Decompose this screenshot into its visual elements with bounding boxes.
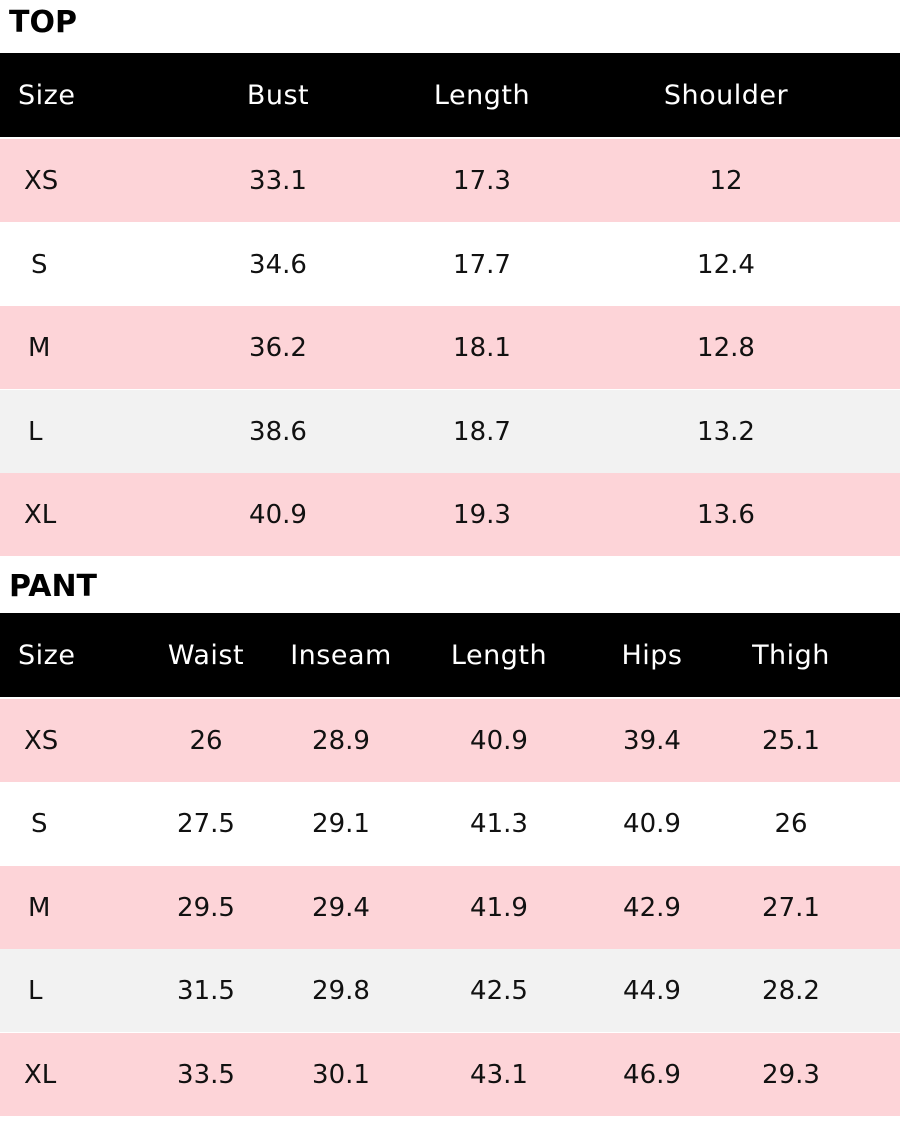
pant-header-length: Length bbox=[450, 639, 548, 671]
pant-cell-inseam: 29.8 bbox=[312, 975, 370, 1006]
pant-header-inseam: Inseam bbox=[290, 639, 392, 671]
size-label: XS bbox=[24, 165, 59, 196]
pant-cell-length: 43.1 bbox=[470, 1059, 528, 1090]
top-section-title: TOP bbox=[9, 5, 77, 40]
pant-cell-thigh: 25.1 bbox=[762, 725, 820, 756]
top-cell-shoulder: 12.4 bbox=[697, 249, 755, 280]
pant-cell-length: 41.9 bbox=[470, 892, 528, 923]
pant-cell-inseam: 29.4 bbox=[312, 892, 370, 923]
size-label: M bbox=[28, 332, 51, 363]
size-label: XS bbox=[24, 725, 59, 756]
table-row: S 27.5 29.1 41.3 40.9 26 bbox=[0, 782, 900, 865]
pant-cell-waist: 27.5 bbox=[177, 808, 235, 839]
table-row: XS 26 28.9 40.9 39.4 25.1 bbox=[0, 699, 900, 782]
top-cell-length: 17.7 bbox=[453, 249, 511, 280]
top-cell-length: 18.1 bbox=[453, 332, 511, 363]
pant-cell-thigh: 28.2 bbox=[762, 975, 820, 1006]
top-cell-shoulder: 13.6 bbox=[697, 499, 755, 530]
size-label: M bbox=[28, 892, 51, 923]
top-cell-shoulder: 13.2 bbox=[697, 416, 755, 447]
table-row: XL 33.5 30.1 43.1 46.9 29.3 bbox=[0, 1033, 900, 1116]
pant-cell-length: 42.5 bbox=[470, 975, 528, 1006]
pant-cell-inseam: 28.9 bbox=[312, 725, 370, 756]
top-cell-bust: 34.6 bbox=[249, 249, 307, 280]
size-label: S bbox=[31, 808, 48, 839]
top-cell-bust: 40.9 bbox=[249, 499, 307, 530]
pant-cell-waist: 26 bbox=[189, 725, 223, 756]
top-header-bust: Bust bbox=[246, 79, 310, 111]
pant-header-hips: Hips bbox=[621, 639, 683, 671]
top-cell-shoulder: 12 bbox=[709, 165, 743, 196]
size-label: XL bbox=[24, 499, 57, 530]
table-row: XS 33.1 17.3 12 bbox=[0, 139, 900, 222]
pant-header-waist: Waist bbox=[167, 639, 245, 671]
pant-cell-inseam: 30.1 bbox=[312, 1059, 370, 1090]
top-table-header: Size Bust Length Shoulder bbox=[0, 53, 900, 137]
pant-cell-hips: 44.9 bbox=[623, 975, 681, 1006]
top-cell-shoulder: 12.8 bbox=[697, 332, 755, 363]
pant-cell-length: 41.3 bbox=[470, 808, 528, 839]
pant-cell-thigh: 29.3 bbox=[762, 1059, 820, 1090]
pant-cell-hips: 40.9 bbox=[623, 808, 681, 839]
table-row: M 36.2 18.1 12.8 bbox=[0, 306, 900, 389]
pant-cell-hips: 42.9 bbox=[623, 892, 681, 923]
pant-cell-waist: 33.5 bbox=[177, 1059, 235, 1090]
pant-cell-waist: 31.5 bbox=[177, 975, 235, 1006]
table-row: L 31.5 29.8 42.5 44.9 28.2 bbox=[0, 949, 900, 1032]
top-cell-length: 17.3 bbox=[453, 165, 511, 196]
pant-cell-inseam: 29.1 bbox=[312, 808, 370, 839]
size-label: L bbox=[28, 416, 43, 447]
size-label: L bbox=[28, 975, 43, 1006]
pant-cell-thigh: 26 bbox=[774, 808, 808, 839]
top-cell-length: 19.3 bbox=[453, 499, 511, 530]
table-row: L 38.6 18.7 13.2 bbox=[0, 390, 900, 473]
top-header-length: Length bbox=[433, 79, 531, 111]
top-cell-bust: 33.1 bbox=[249, 165, 307, 196]
pant-cell-length: 40.9 bbox=[470, 725, 528, 756]
table-row: XL 40.9 19.3 13.6 bbox=[0, 473, 900, 556]
pant-section-title: PANT bbox=[9, 569, 98, 604]
size-label: XL bbox=[24, 1059, 57, 1090]
pant-header-thigh: Thigh bbox=[752, 639, 830, 671]
pant-cell-hips: 39.4 bbox=[623, 725, 681, 756]
top-cell-length: 18.7 bbox=[453, 416, 511, 447]
top-header-shoulder: Shoulder bbox=[663, 79, 789, 111]
pant-table-header: Size Waist Inseam Length Hips Thigh bbox=[0, 613, 900, 697]
top-cell-bust: 36.2 bbox=[249, 332, 307, 363]
table-row: M 29.5 29.4 41.9 42.9 27.1 bbox=[0, 866, 900, 949]
size-label: S bbox=[31, 249, 48, 280]
pant-cell-hips: 46.9 bbox=[623, 1059, 681, 1090]
pant-cell-thigh: 27.1 bbox=[762, 892, 820, 923]
top-cell-bust: 38.6 bbox=[249, 416, 307, 447]
top-header-size: Size bbox=[18, 79, 76, 111]
pant-cell-waist: 29.5 bbox=[177, 892, 235, 923]
pant-header-size: Size bbox=[18, 639, 76, 671]
table-row: S 34.6 17.7 12.4 bbox=[0, 223, 900, 306]
